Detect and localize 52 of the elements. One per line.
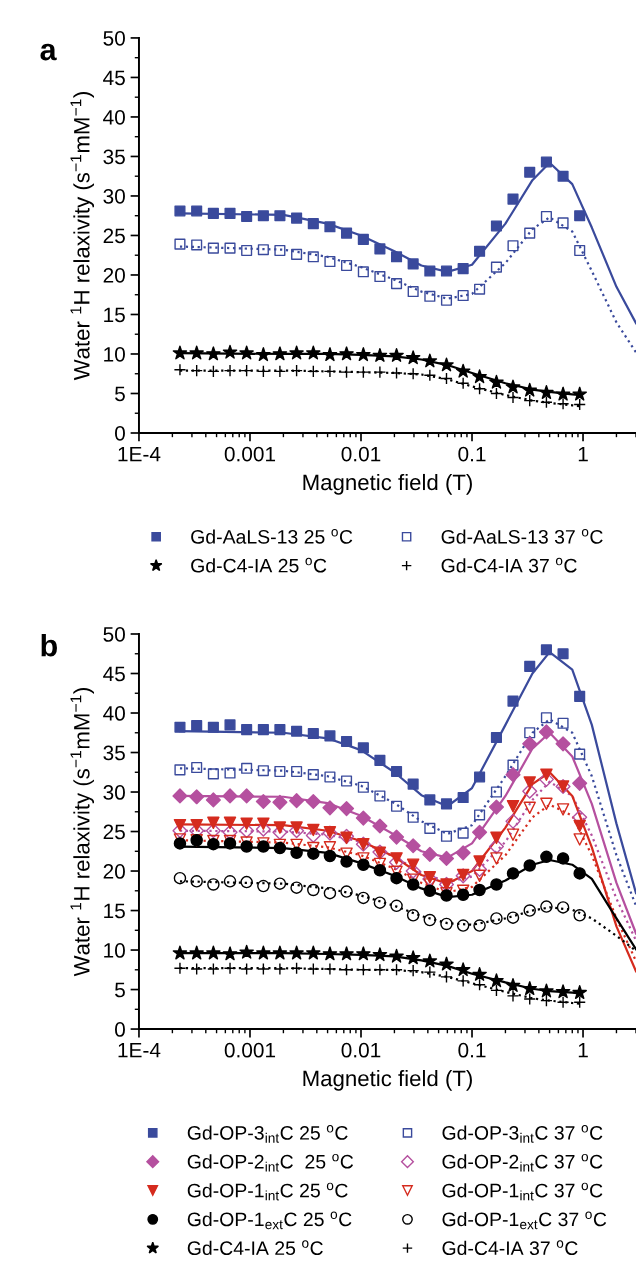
legend-label: Gd-OP-1$_{ext}$C 25 $^{o}$C bbox=[187, 1211, 352, 1230]
y-tick-label: 35 bbox=[103, 745, 125, 761]
x-tick-label: 0.01 bbox=[341, 1042, 381, 1058]
legend-label: Gd-C4-IA 37 $^{o}$C bbox=[441, 557, 577, 573]
legend-label: Gd-OP-1$_{int}$C 25 $^{o}$C bbox=[187, 1182, 348, 1201]
legend-label: Gd-C4-IA 25 $^{o}$C bbox=[187, 1240, 323, 1256]
text: b bbox=[41, 634, 57, 657]
legend-label: Gd-OP-2$_{int}$C 37 $^{o}$C bbox=[442, 1153, 603, 1172]
y-tick-label: 5 bbox=[115, 386, 125, 402]
x-tick-label: 1E-4 bbox=[118, 1043, 161, 1058]
y-tick-label: 15 bbox=[104, 307, 125, 323]
x-tick-label: 1E-4 bbox=[118, 446, 161, 462]
y-tick-label: 25 bbox=[103, 228, 125, 244]
legend-label: Gd-OP-2$_{int}$C 25 $^{o}$C bbox=[187, 1153, 354, 1172]
text: a bbox=[40, 43, 57, 61]
legend-label: Gd-OP-3$_{int}$C 25 $^{o}$C bbox=[187, 1125, 348, 1143]
x-axis-title: Magnetic field (T) bbox=[303, 473, 472, 495]
y-tick-label: 45 bbox=[103, 666, 125, 682]
y-tick-label: 0 bbox=[115, 426, 125, 441]
y-tick-label: 45 bbox=[103, 70, 125, 86]
legend-label: Gd-OP-3$_{int}$C 37 $^{o}$C bbox=[442, 1125, 603, 1143]
y-tick-label: 10 bbox=[104, 346, 125, 362]
y-tick-label: 15 bbox=[104, 903, 125, 919]
y-tick-label: 25 bbox=[103, 824, 125, 840]
y-axis-title: Water $^{1}$H relaxivity (s$^{−1}$mM$^{−1}$) bbox=[70, 688, 95, 977]
legend-label: Gd-AaLS-13 37 $^{o}$C bbox=[441, 529, 603, 544]
y-tick-label: 40 bbox=[103, 706, 125, 721]
x-tick-label: 0.001 bbox=[224, 1042, 276, 1058]
legend-label: Gd-OP-1$_{int}$C 37 $^{o}$C bbox=[442, 1182, 603, 1201]
x-tick-label: 0.1 bbox=[458, 1042, 486, 1058]
y-tick-label: 0 bbox=[115, 1022, 125, 1037]
y-tick-label: 20 bbox=[103, 267, 125, 283]
y-tick-label: 30 bbox=[103, 188, 125, 204]
x-axis-title: Magnetic field (T) bbox=[303, 1070, 472, 1091]
x-tick-label: 1 bbox=[578, 446, 588, 462]
y-tick-label: 50 bbox=[103, 30, 125, 46]
x-tick-label: 1 bbox=[578, 1043, 588, 1058]
y-tick-label: 30 bbox=[103, 785, 125, 800]
legend-label: Gd-AaLS-13 25 $^{o}$C bbox=[191, 529, 353, 544]
y-tick-label: 35 bbox=[103, 149, 125, 165]
y-tick-label: 20 bbox=[103, 864, 125, 879]
y-tick-label: 40 bbox=[103, 109, 125, 125]
legend-label: Gd-OP-1$_{ext}$C 37 $^{o}$C bbox=[442, 1211, 607, 1230]
legend-label: Gd-C4-IA 37 $^{o}$C bbox=[442, 1240, 578, 1256]
y-tick-label: 5 bbox=[115, 982, 125, 998]
x-tick-label: 0.01 bbox=[341, 446, 381, 462]
y-tick-label: 10 bbox=[104, 943, 125, 958]
legend-label: Gd-C4-IA 25 $^{o}$C bbox=[191, 557, 327, 573]
x-tick-label: 0.1 bbox=[458, 446, 486, 462]
y-tick-label: 50 bbox=[103, 627, 125, 642]
y-axis-title: Water $^{1}$H relaxivity (s$^{−1}$mM$^{−1}$) bbox=[70, 92, 95, 381]
x-tick-label: 0.001 bbox=[224, 446, 276, 462]
